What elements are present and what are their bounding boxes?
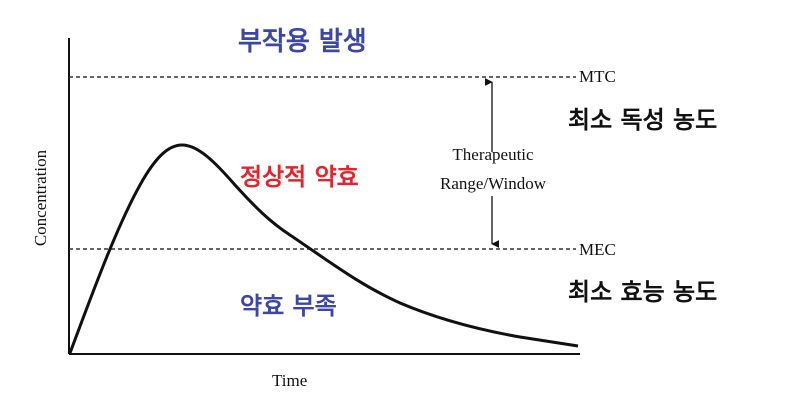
mec-korean-label: 최소 효능 농도: [568, 278, 717, 306]
x-axis-label: Time: [272, 371, 307, 390]
zone-insufficient-label: 약효 부족: [240, 292, 337, 320]
zone-side-effects-label: 부작용 발생: [238, 27, 367, 57]
y-axis-label: Concentration: [31, 149, 50, 246]
therapeutic-range-label-line2: Range/Window: [440, 174, 547, 193]
mtc-korean-label: 최소 독성 농도: [568, 106, 717, 134]
zone-therapeutic-label: 정상적 약효: [240, 163, 359, 191]
mec-label: MEC: [579, 240, 616, 259]
mtc-label: MTC: [579, 67, 616, 86]
therapeutic-range-label-line1: Therapeutic: [452, 145, 534, 164]
concentration-curve: [68, 143, 579, 354]
